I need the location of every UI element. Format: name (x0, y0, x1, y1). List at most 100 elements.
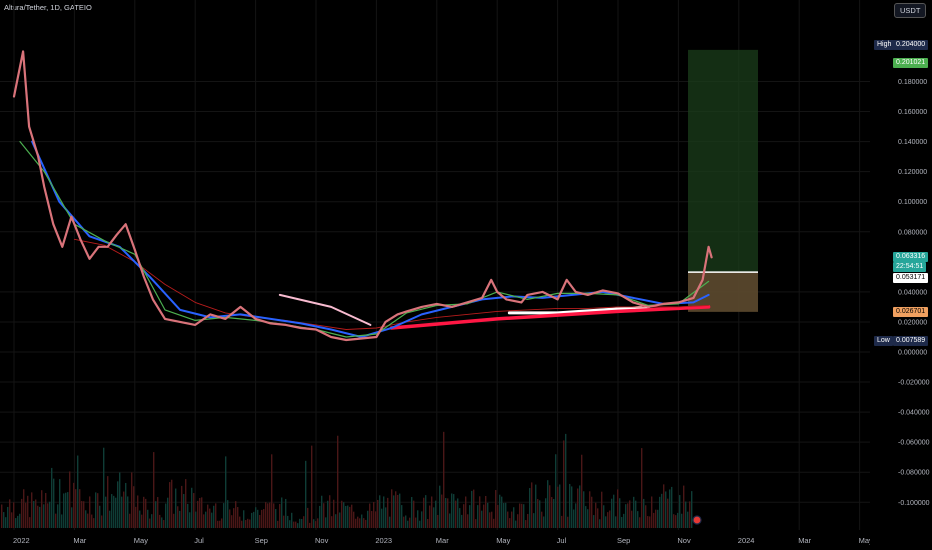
currency-selector[interactable]: USDT (894, 3, 927, 18)
volume-bar (467, 514, 469, 528)
volume-bar (155, 501, 157, 528)
volume-bar (355, 518, 357, 528)
y-tick-label: -0.060000 (898, 440, 930, 447)
low-label-tag: Low (874, 335, 893, 346)
bar-countdown-tag: 22:54:51 (893, 262, 927, 273)
volume-bar (107, 476, 109, 528)
volume-bar (301, 518, 303, 528)
volume-bar (133, 486, 135, 528)
volume-bar (215, 503, 217, 528)
volume-bar (685, 501, 687, 528)
volume-bar (29, 517, 31, 528)
volume-bar (403, 516, 405, 528)
volume-bar (539, 500, 541, 528)
volume-bar (27, 495, 29, 528)
volume-bar (69, 471, 71, 528)
volume-bar (363, 518, 365, 528)
x-tick-label: May (496, 536, 510, 545)
volume-bar (555, 454, 557, 528)
volume-bar (683, 485, 685, 528)
volume-bar (337, 435, 339, 528)
volume-bar (339, 512, 341, 528)
volume-bar (535, 484, 537, 528)
volume-bar (365, 519, 367, 528)
volume-bar (389, 516, 391, 528)
volume-bar (205, 511, 207, 528)
volume-bar (333, 499, 335, 528)
volume-bar (311, 445, 313, 528)
volume-bar (121, 496, 123, 528)
volume-bar (267, 503, 269, 528)
volume-bar (457, 498, 459, 528)
volume-bar (273, 503, 275, 528)
volume-bar (465, 496, 467, 528)
volume-bar (159, 514, 161, 528)
volume-bar (651, 496, 653, 528)
volume-bar (181, 485, 183, 528)
volume-bar (575, 503, 577, 528)
volume-bar (241, 520, 243, 528)
x-tick-label: 2024 (738, 536, 755, 545)
volume-bar (523, 504, 525, 528)
volume-bar (375, 511, 377, 528)
volume-bar (595, 502, 597, 528)
volume-bar (151, 514, 153, 528)
stop-price-tag: 0.026701 (893, 306, 929, 317)
volume-bar (65, 492, 67, 528)
volume-bar (97, 493, 99, 528)
volume-bar (53, 478, 55, 528)
volume-bar (423, 497, 425, 528)
volume-bar (91, 514, 93, 528)
time-axis[interactable]: 2022 Mar May Jul Sep Nov 2023 Mar May Jul Sep Nov 20… (0, 530, 870, 550)
volume-bar (567, 516, 569, 528)
volume-bar (611, 498, 613, 528)
volume-bar (203, 514, 205, 528)
volume-bar (145, 498, 147, 528)
volume-bar (417, 510, 419, 528)
volume-bar (11, 512, 13, 528)
volume-bar (597, 508, 599, 528)
volume-bar (269, 502, 271, 528)
volume-bar (509, 518, 511, 528)
volume-bar (21, 498, 23, 528)
volume-bar (481, 510, 483, 528)
volume-bar (543, 516, 545, 528)
volume-bar (137, 495, 139, 528)
volume-bar (585, 506, 587, 528)
y-tick-label: 0.160000 (898, 109, 927, 116)
target-zone (688, 49, 758, 273)
volume-bar (179, 510, 181, 528)
volume-bar (607, 512, 609, 528)
volume-bar (521, 503, 523, 528)
volume-bar (335, 514, 337, 528)
volume-bar (649, 516, 651, 528)
volume-bar (45, 492, 47, 528)
volume-bar (519, 503, 521, 528)
volume-bar (305, 460, 307, 528)
volume-bar (279, 504, 281, 528)
volume-bar (239, 516, 241, 528)
volume-bar (147, 509, 149, 528)
volume-bar (441, 494, 443, 528)
price-axis[interactable]: 0.180000 0.160000 0.140000 0.120000 0.100000… (870, 0, 932, 530)
x-tick-label: Nov (315, 536, 329, 545)
volume-bars (1, 431, 693, 528)
volume-bar (479, 496, 481, 528)
volume-bar (9, 499, 11, 528)
volume-bar (41, 490, 43, 528)
volume-bar (593, 515, 595, 528)
volume-bar (281, 497, 283, 528)
volume-bar (633, 496, 635, 528)
volume-bar (503, 503, 505, 528)
volume-bar (533, 513, 535, 528)
volume-bar (669, 489, 671, 528)
volume-bar (347, 505, 349, 528)
x-tick-label: Nov (677, 536, 691, 545)
volume-bar (393, 495, 395, 528)
volume-bar (87, 513, 89, 528)
price-chart[interactable] (0, 0, 870, 530)
volume-bar (213, 505, 215, 528)
event-marker[interactable] (692, 515, 702, 525)
volume-bar (687, 511, 689, 528)
volume-bar (407, 520, 409, 528)
